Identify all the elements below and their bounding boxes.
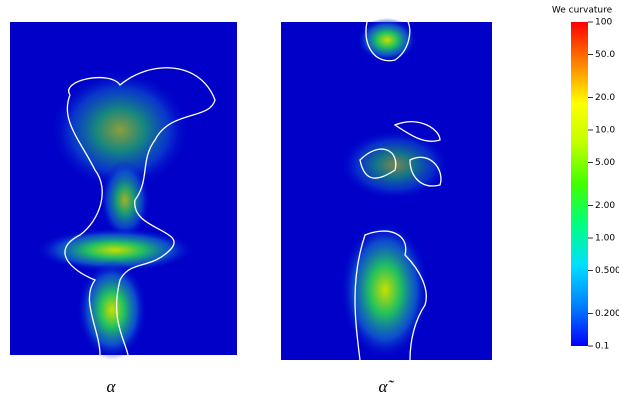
field-panel <box>10 22 237 360</box>
tick-label: 0.200 <box>595 309 619 319</box>
tick-label: 10.0 <box>595 126 615 136</box>
tick-label: 0.500 <box>595 266 619 276</box>
tick-label: 50.0 <box>595 50 615 60</box>
colorbar: 0.1 0.200 0.500 1.00 2.00 5.00 10.0 20.0 50.0 100 <box>571 18 619 352</box>
tick-label: 1.00 <box>595 234 615 244</box>
tick-label: 20.0 <box>595 93 615 103</box>
tick-label: 0.1 <box>595 342 609 352</box>
tick-label: 100 <box>595 18 612 28</box>
colorbar-title: We curvature <box>552 6 613 16</box>
colorbar-gradient <box>571 22 588 346</box>
tick-label: 5.00 <box>595 158 615 168</box>
panel-label: α̃ <box>379 377 395 396</box>
tick-label: 2.00 <box>595 201 615 211</box>
field-panel <box>281 18 492 361</box>
panel-label: α <box>107 377 117 396</box>
